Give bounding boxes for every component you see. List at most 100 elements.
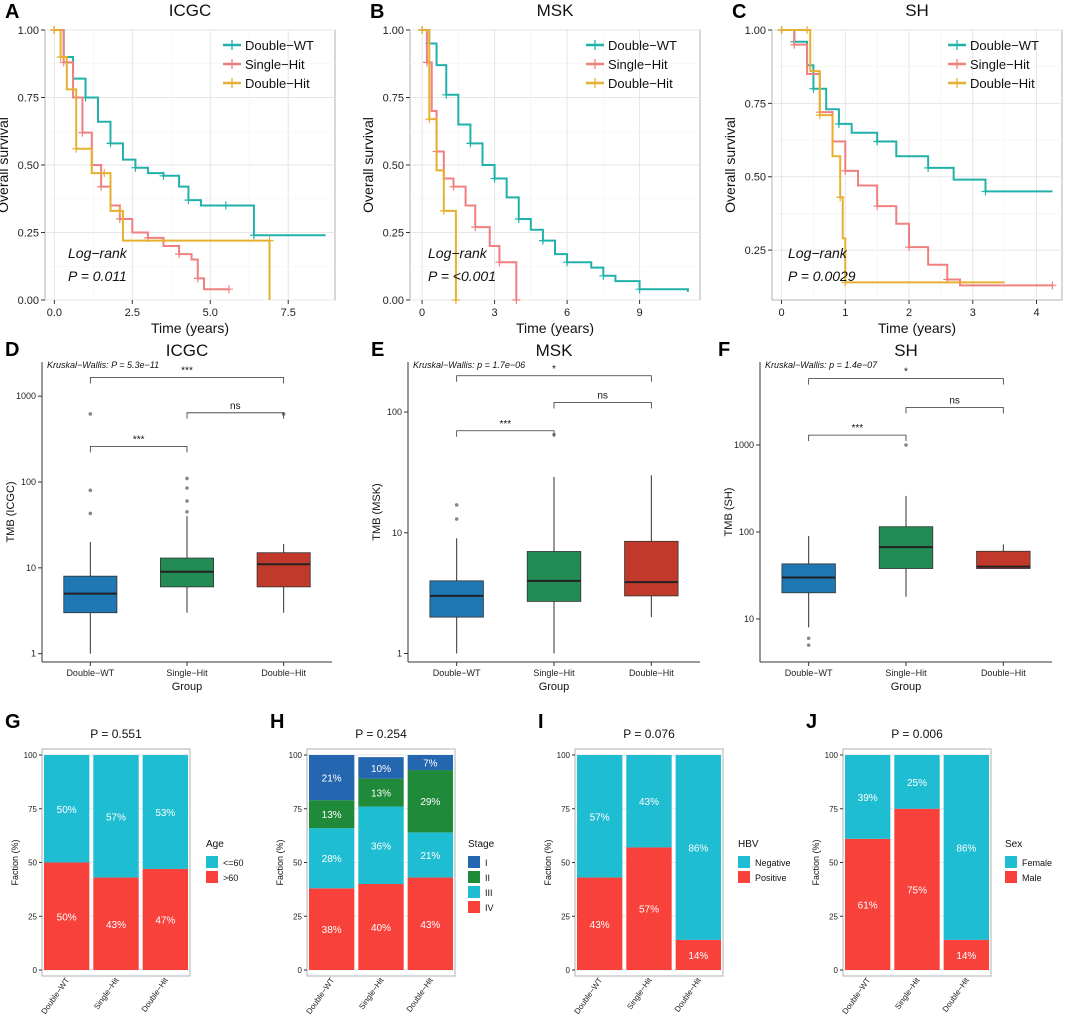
significance-bracket	[89, 445, 188, 453]
box-outlier	[185, 476, 189, 481]
segment-percent-label: 50%	[57, 912, 77, 923]
segment-percent-label: 36%	[371, 841, 391, 852]
censor-mark	[451, 296, 460, 304]
y-tick-label: 100	[289, 751, 303, 760]
legend-label: Female	[1022, 858, 1052, 868]
y-tick-label: 0	[33, 966, 38, 975]
stacked-bar-segment	[142, 755, 189, 869]
x-tick-label: 3	[970, 307, 976, 319]
censor-mark	[841, 166, 850, 175]
panel-label: H	[270, 711, 284, 733]
y-tick-label: 0.00	[18, 295, 39, 307]
legend-label: Single−Hit	[245, 57, 305, 72]
box-panel-e: E MSK 1 10 100 Double−WT Single−Hit Double−Hit G…	[371, 339, 700, 693]
stacked-bar-segment	[308, 755, 355, 801]
y-tick-label: 25	[293, 912, 302, 921]
censor-mark	[836, 193, 845, 202]
segment-percent-label: 14%	[956, 951, 976, 962]
censor-mark	[224, 285, 233, 294]
x-axis-title: Group	[539, 681, 570, 693]
legend-label: Positive	[755, 873, 787, 883]
chart-title: ICGC	[169, 1, 212, 20]
censor-mark	[418, 26, 427, 34]
kruskal-wallis-label: Kruskal−Wallis: p = 1.7e−06	[413, 360, 525, 370]
legend-label: III	[485, 888, 493, 898]
censor-mark	[50, 26, 59, 34]
legend-swatch	[1005, 871, 1017, 883]
censor-mark	[265, 236, 274, 245]
y-tick-label: 0.75	[745, 98, 766, 110]
x-tick-label: 0	[419, 307, 425, 319]
x-tick-label: Double−WT	[305, 976, 337, 1016]
bar-panel-g: G P = 0.551 0 25 50 75 100 Faction (%) 50% 50% Dou…	[5, 711, 244, 1016]
box-iqr	[526, 551, 582, 602]
box-outlier	[806, 636, 811, 641]
censor-mark	[159, 171, 168, 180]
x-axis-title: Time (years)	[878, 320, 956, 336]
censor-mark	[538, 236, 547, 245]
legend-label: >60	[223, 873, 238, 883]
x-tick-label: 3	[492, 307, 498, 319]
censor-mark	[495, 258, 504, 267]
legend-swatch	[468, 856, 480, 868]
km-curve-double-hit	[781, 29, 1005, 284]
censor-mark	[1048, 281, 1057, 290]
censor-mark	[175, 250, 184, 259]
legend-swatch	[206, 856, 218, 868]
km-curve-double-hit	[54, 29, 271, 300]
box-panel-f: F SH 10 100 1000 Double−WT Single−Hit Double−Hi…	[718, 339, 1052, 693]
censor-mark	[777, 26, 786, 34]
segment-percent-label: 57%	[639, 905, 659, 916]
censor-mark	[471, 223, 480, 232]
x-tick-label: 1	[842, 307, 848, 319]
y-tick-label: 1.00	[18, 25, 39, 37]
stacked-bar-segment	[358, 757, 404, 779]
censor-mark	[78, 128, 87, 137]
censor-mark	[425, 115, 434, 124]
significance-label: ns	[597, 391, 608, 402]
significance-label: ***	[181, 365, 193, 376]
censor-mark	[873, 202, 882, 211]
y-tick-label: 0	[566, 966, 571, 975]
box-outlier	[88, 488, 93, 493]
censor-mark	[924, 163, 933, 172]
censor-mark	[249, 231, 258, 240]
segment-percent-label: 21%	[420, 851, 440, 862]
box-outlier	[185, 486, 189, 490]
y-tick-label: 1.00	[383, 25, 404, 37]
stacked-bar-segment	[943, 755, 990, 940]
segment-percent-label: 25%	[907, 778, 927, 789]
censor-mark	[97, 182, 106, 191]
legend-title: Age	[206, 839, 224, 850]
chart-title: ICGC	[166, 341, 209, 360]
legend-swatch	[738, 856, 750, 868]
stacked-bar-segment	[943, 939, 990, 970]
x-tick-label: 5.0	[203, 307, 218, 319]
censor-mark	[72, 144, 81, 153]
significance-label: ***	[133, 434, 145, 445]
km-curve-single-hit	[54, 29, 229, 291]
x-tick-label: 9	[637, 307, 643, 319]
stacked-bar-segment	[844, 755, 891, 839]
x-tick-label: Double−Hit	[673, 975, 704, 1013]
kruskal-wallis-label: Kruskal−Wallis: p = 1.4e−07	[765, 360, 878, 370]
segment-percent-label: 47%	[155, 915, 175, 926]
x-tick-label: 6	[564, 307, 570, 319]
segment-percent-label: 43%	[420, 920, 440, 931]
legend-label: Double−Hit	[970, 76, 1035, 91]
x-tick-label: Single−Hit	[533, 668, 575, 678]
legend-label: <=60	[223, 858, 244, 868]
significance-bracket	[89, 377, 285, 384]
box-outlier	[185, 499, 189, 503]
x-axis-title: Group	[172, 681, 203, 693]
y-tick-label: 10	[744, 614, 754, 624]
x-tick-label: Double−WT	[40, 976, 72, 1016]
y-axis-title: Faction (%)	[811, 839, 821, 885]
x-tick-label: Single−Hit	[625, 975, 654, 1011]
panel-label: I	[538, 711, 544, 733]
x-tick-label: 7.5	[281, 307, 296, 319]
chart-title: SH	[905, 1, 929, 20]
segment-percent-label: 21%	[322, 774, 342, 785]
legend-swatch	[468, 871, 480, 883]
bar-panel-h: H P = 0.254 0 25 50 75 100 Faction (%) 38% 28% 13%…	[270, 711, 495, 1016]
